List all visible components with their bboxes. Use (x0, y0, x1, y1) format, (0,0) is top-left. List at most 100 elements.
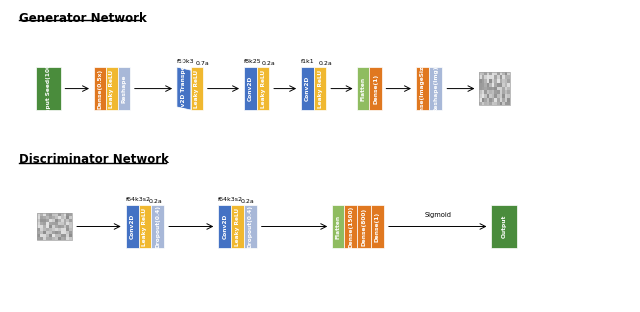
Bar (244, 67, 257, 110)
Text: Reshape(Img): Reshape(Img) (433, 65, 438, 112)
Bar (37, 234, 40, 237)
Bar (257, 67, 269, 110)
Bar (492, 87, 495, 90)
Bar (43, 234, 46, 237)
Text: Dropout(0.4): Dropout(0.4) (248, 205, 253, 248)
Bar (49, 213, 52, 216)
Bar (495, 83, 497, 87)
Bar (49, 225, 52, 228)
Bar (344, 205, 357, 248)
Text: f64k3s2: f64k3s2 (125, 197, 150, 202)
Bar (244, 205, 257, 248)
Bar (507, 76, 509, 79)
Bar (67, 231, 69, 234)
Bar (40, 234, 43, 237)
Bar (43, 213, 46, 216)
Text: Generator Network: Generator Network (19, 12, 147, 25)
Bar (63, 225, 67, 228)
Bar (487, 76, 490, 79)
Text: Output: Output (502, 215, 506, 238)
Bar (94, 67, 106, 110)
Bar (487, 72, 490, 76)
Bar (49, 222, 52, 225)
Bar (495, 72, 497, 76)
Bar (37, 237, 40, 240)
Bar (507, 98, 509, 102)
Bar (46, 228, 49, 231)
Bar (301, 67, 314, 110)
Bar (504, 87, 507, 90)
Bar (58, 219, 61, 222)
Bar (52, 231, 55, 234)
Bar (507, 94, 509, 98)
Bar (63, 222, 67, 225)
Bar (492, 76, 495, 79)
Bar (36, 67, 61, 110)
Text: Input Seed(100): Input Seed(100) (46, 62, 51, 115)
Bar (497, 94, 500, 98)
Bar (49, 216, 52, 219)
Bar (46, 219, 49, 222)
Bar (504, 94, 507, 98)
Bar (52, 237, 55, 240)
Text: Leaky ReLU: Leaky ReLU (142, 207, 147, 246)
Text: Reshape: Reshape (122, 74, 127, 103)
Bar (61, 231, 63, 234)
Bar (495, 98, 497, 102)
Text: Dense(1): Dense(1) (373, 74, 378, 104)
Bar (507, 83, 509, 87)
Bar (46, 234, 49, 237)
Bar (46, 231, 49, 234)
Text: f50k3: f50k3 (177, 59, 195, 64)
Bar (492, 102, 495, 105)
Bar (504, 83, 507, 87)
Text: Flatten: Flatten (361, 76, 366, 101)
Bar (232, 205, 244, 248)
Text: Dense(ImageSize): Dense(ImageSize) (420, 59, 425, 119)
Bar (479, 102, 482, 105)
Bar (495, 102, 497, 105)
Bar (52, 213, 55, 216)
Text: 0.2a: 0.2a (241, 199, 255, 204)
Bar (500, 72, 502, 76)
Text: Leaky ReLU: Leaky ReLU (195, 70, 200, 108)
Bar (55, 237, 58, 240)
Bar (69, 216, 72, 219)
Bar (502, 79, 504, 83)
Text: Dense(1): Dense(1) (375, 212, 380, 241)
Bar (40, 222, 43, 225)
Bar (482, 94, 484, 98)
Bar (63, 216, 67, 219)
Bar (37, 219, 40, 222)
Bar (55, 219, 58, 222)
Bar (507, 90, 509, 94)
Text: f1k1: f1k1 (301, 59, 315, 64)
Bar (106, 67, 118, 110)
Bar (52, 228, 55, 231)
Bar (479, 87, 482, 90)
Bar (61, 228, 63, 231)
Bar (357, 67, 369, 110)
Bar (482, 87, 484, 90)
Bar (139, 205, 151, 248)
Bar (490, 98, 492, 102)
Bar (502, 94, 504, 98)
Text: Leaky ReLU: Leaky ReLU (109, 70, 115, 108)
Bar (69, 222, 72, 225)
Bar (49, 231, 52, 234)
Bar (429, 67, 442, 110)
Bar (37, 216, 40, 219)
Bar (69, 237, 72, 240)
Bar (55, 231, 58, 234)
Bar (484, 94, 487, 98)
Text: 0.2a: 0.2a (262, 61, 275, 66)
Bar (69, 225, 72, 228)
Text: Dense(0.5x): Dense(0.5x) (97, 69, 102, 109)
Bar (69, 234, 72, 237)
Bar (482, 72, 484, 76)
Bar (63, 234, 67, 237)
Bar (492, 72, 495, 76)
Bar (61, 222, 63, 225)
Bar (500, 98, 502, 102)
Text: f8k25: f8k25 (244, 59, 262, 64)
